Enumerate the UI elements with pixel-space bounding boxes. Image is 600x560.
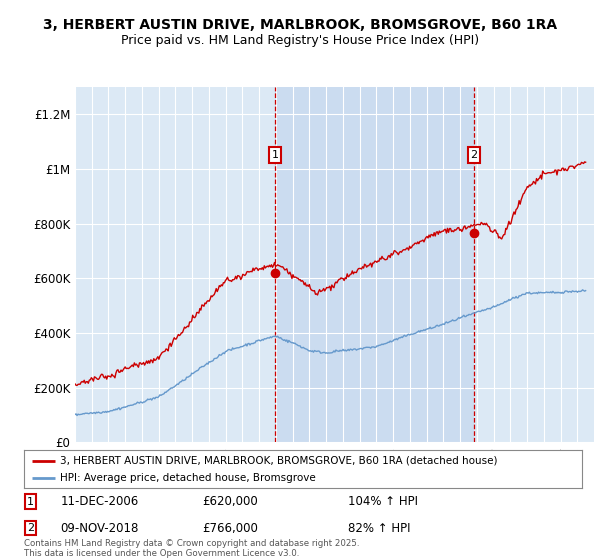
Text: 3, HERBERT AUSTIN DRIVE, MARLBROOK, BROMSGROVE, B60 1RA (detached house): 3, HERBERT AUSTIN DRIVE, MARLBROOK, BROM…	[60, 455, 498, 465]
Text: 1: 1	[27, 497, 34, 507]
Text: 82% ↑ HPI: 82% ↑ HPI	[347, 522, 410, 535]
Text: 3, HERBERT AUSTIN DRIVE, MARLBROOK, BROMSGROVE, B60 1RA: 3, HERBERT AUSTIN DRIVE, MARLBROOK, BROM…	[43, 18, 557, 32]
Text: 104% ↑ HPI: 104% ↑ HPI	[347, 495, 418, 508]
Text: 1: 1	[271, 150, 278, 160]
Text: HPI: Average price, detached house, Bromsgrove: HPI: Average price, detached house, Brom…	[60, 473, 316, 483]
Text: 09-NOV-2018: 09-NOV-2018	[60, 522, 139, 535]
Bar	[275, 87, 474, 442]
Text: 2: 2	[27, 523, 34, 533]
Text: 2: 2	[470, 150, 478, 160]
Text: Price paid vs. HM Land Registry's House Price Index (HPI): Price paid vs. HM Land Registry's House …	[121, 34, 479, 47]
Text: Contains HM Land Registry data © Crown copyright and database right 2025.
This d: Contains HM Land Registry data © Crown c…	[24, 539, 359, 558]
Text: £620,000: £620,000	[203, 495, 259, 508]
Text: £766,000: £766,000	[203, 522, 259, 535]
Text: 11-DEC-2006: 11-DEC-2006	[60, 495, 139, 508]
